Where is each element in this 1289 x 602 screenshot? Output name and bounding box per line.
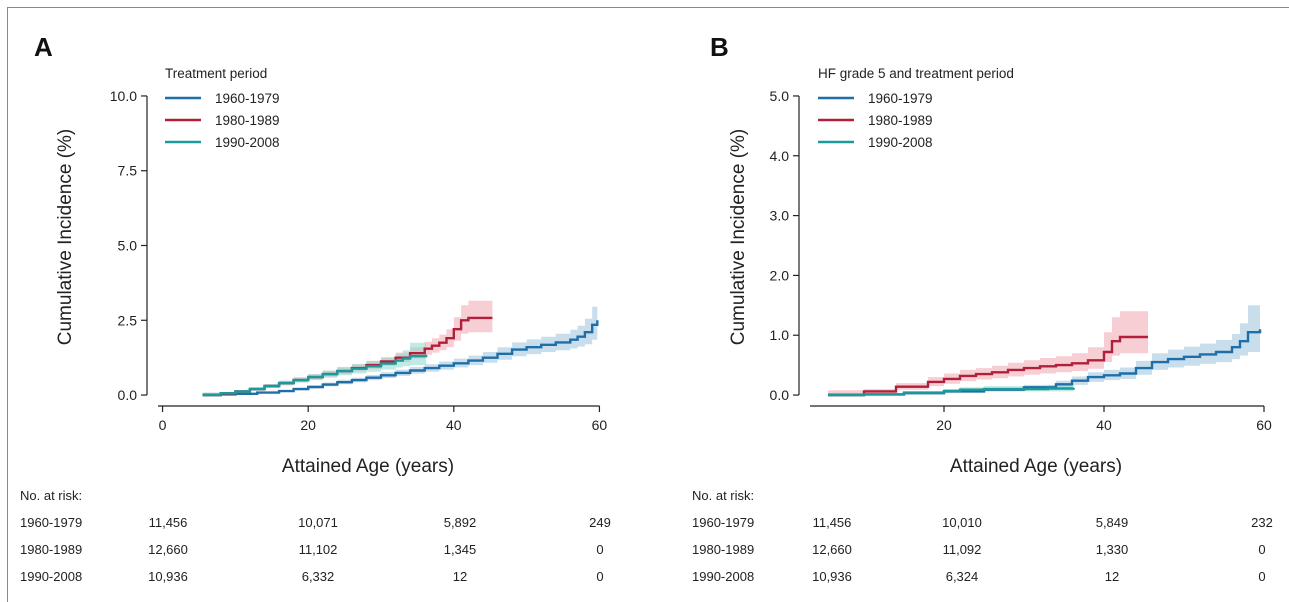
panel-a-risk-value: 10,071 [298, 515, 338, 530]
panel-b: B Cumulative Incidence (%) Attained Age … [692, 32, 1273, 584]
panel-b-risk-value: 12 [1105, 569, 1119, 584]
panel-b-series-line-1 [828, 335, 1148, 397]
panel-a-risk-table: No. at risk: 1960-1979 11,456 10,071 5,892 2… [20, 488, 611, 584]
panel-a-risk-value: 11,102 [299, 542, 338, 557]
panel-b-risk-value: 6,324 [946, 569, 979, 584]
panel-b-y-tick-label: 1.0 [770, 327, 790, 343]
panel-b-risk-value: 10,010 [942, 515, 982, 530]
panel-b-y-tick-label: 0.0 [770, 387, 790, 403]
panel-b-x-tick-label: 40 [1096, 417, 1112, 433]
panel-a-risk-value: 0 [596, 542, 603, 557]
panel-a-series-line-0 [202, 320, 599, 397]
panel-a-risk-value: 5,892 [444, 515, 477, 530]
panel-a-risk-value: 249 [589, 515, 611, 530]
panel-b-x-axis-label: Attained Age (years) [950, 456, 1122, 477]
panel-a-y-tick-label: 10.0 [110, 88, 137, 104]
panel-a-y-tick-label: 7.5 [118, 163, 138, 179]
panel-b-ci-band-0 [828, 293, 1260, 395]
panel-a-ci-band-0 [202, 296, 598, 395]
panel-b-legend: HF grade 5 and treatment period 1960-197… [818, 66, 1014, 150]
panel-b-series-line-0 [828, 329, 1262, 397]
panel-a-ci-band-2 [202, 342, 427, 395]
panel-b-letter: B [710, 32, 729, 62]
panel-a-legend-label-0: 1960-1979 [215, 91, 280, 106]
panel-a-x-axis-label: Attained Age (years) [282, 456, 454, 477]
panel-a-risk-value: 1,345 [444, 542, 477, 557]
panel-a-y-axis-label: Cumulative Incidence (%) [55, 129, 76, 345]
panel-a-y-tick-label: 0.0 [118, 387, 138, 403]
panel-b-risk-value: 11,092 [943, 542, 982, 557]
panel-a-x-tick-label: 0 [159, 417, 167, 433]
panel-b-x-tick-label: 60 [1256, 417, 1272, 433]
figure-frame-left [7, 7, 8, 602]
panel-a-x-tick-label: 60 [592, 417, 608, 433]
panel-a-risk-row-label: 1990-2008 [20, 569, 82, 584]
panel-a-x-tick-label: 20 [300, 417, 316, 433]
panel-a-risk-title: No. at risk: [20, 488, 82, 503]
panel-b-legend-title: HF grade 5 and treatment period [818, 66, 1014, 81]
panel-b-series-line-2 [828, 387, 1075, 397]
panel-a-risk-value: 12,660 [148, 542, 188, 557]
panel-a-risk-value: 0 [596, 569, 603, 584]
panel-b-legend-label-1: 1980-1989 [868, 113, 933, 128]
panel-b-y-tick-label: 2.0 [770, 267, 790, 283]
panel-a-risk-row-label: 1960-1979 [20, 515, 82, 530]
panel-a-risk-value: 12 [453, 569, 467, 584]
panel-a-y-tick-label: 5.0 [118, 238, 138, 254]
panel-a-legend-title: Treatment period [165, 66, 267, 81]
panel-b-y-axis-label: Cumulative Incidence (%) [728, 129, 749, 345]
panel-b-risk-value: 232 [1251, 515, 1273, 530]
panel-a-series-line-2 [202, 354, 428, 397]
panel-a-legend-label-1: 1980-1989 [215, 113, 280, 128]
panel-b-risk-value: 10,936 [812, 569, 852, 584]
panel-a-plot-area: 0.0 2.5 5.0 7.5 10.0 0 20 40 60 [110, 88, 608, 433]
panel-a-ci-band-1 [202, 300, 493, 395]
panel-b-y-tick-label: 4.0 [770, 148, 790, 164]
panel-b-risk-row-label: 1960-1979 [692, 515, 754, 530]
panel-a-legend-label-2: 1990-2008 [215, 135, 280, 150]
panel-a-risk-value: 10,936 [148, 569, 188, 584]
panel-b-risk-table: No. at risk: 1960-1979 11,456 10,010 5,849 2… [692, 488, 1273, 584]
panel-b-legend-label-2: 1990-2008 [868, 135, 933, 150]
panel-b-risk-value: 12,660 [812, 542, 852, 557]
panel-b-risk-row-label: 1990-2008 [692, 569, 754, 584]
panel-a-x-tick-label: 40 [446, 417, 462, 433]
panel-a: A Cumulative Incidence (%) Attained Age … [20, 32, 611, 584]
panel-b-risk-value: 11,456 [813, 515, 852, 530]
panel-b-plot-area: 0.0 1.0 2.0 3.0 4.0 5.0 20 40 60 [770, 88, 1272, 433]
panel-b-legend-label-0: 1960-1979 [868, 91, 933, 106]
panel-a-legend: Treatment period 1960-1979 1980-1989 1990-… [165, 66, 280, 150]
panel-b-y-tick-label: 5.0 [770, 88, 790, 104]
panel-b-x-tick-label: 20 [936, 417, 952, 433]
panel-b-risk-value: 0 [1258, 569, 1265, 584]
panel-b-risk-value: 5,849 [1096, 515, 1129, 530]
figure-frame-top [7, 7, 1289, 8]
panel-b-risk-value: 1,330 [1096, 542, 1129, 557]
panel-b-risk-value: 0 [1258, 542, 1265, 557]
panel-b-ci-band-1 [828, 311, 1148, 395]
panel-a-y-tick-label: 2.5 [118, 312, 138, 328]
panel-a-letter: A [34, 32, 53, 62]
panel-a-risk-row-label: 1980-1989 [20, 542, 82, 557]
panel-b-risk-title: No. at risk: [692, 488, 754, 503]
panel-b-y-tick-label: 3.0 [770, 208, 790, 224]
panel-a-risk-value: 6,332 [302, 569, 335, 584]
panel-b-risk-row-label: 1980-1989 [692, 542, 754, 557]
panel-a-risk-value: 11,456 [149, 515, 188, 530]
